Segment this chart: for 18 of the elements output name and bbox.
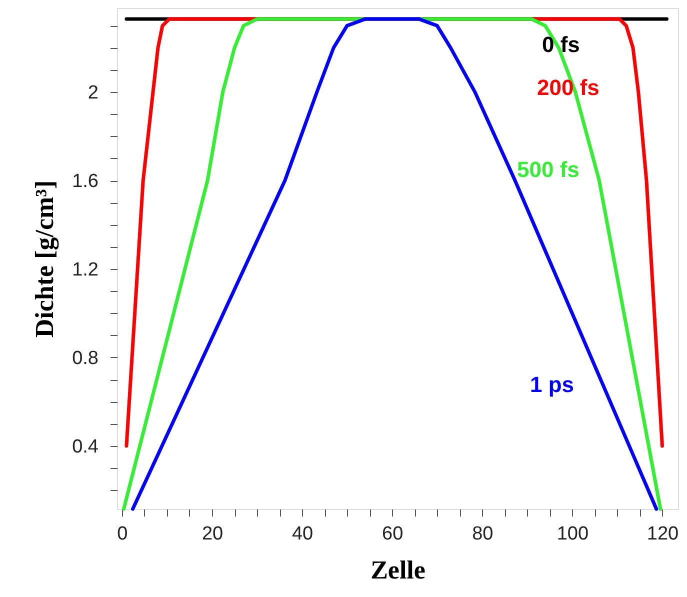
x-tick-label: 60 (382, 524, 404, 544)
series-label: 200 fs (537, 75, 600, 100)
x-tick-label: 100 (556, 524, 589, 544)
y-tick-label: 1.6 (72, 171, 98, 192)
y-tick-label: 1.2 (72, 260, 98, 281)
y-tick-label: 0.8 (72, 348, 98, 369)
y-axis-title: Dichte [g/cm³] (30, 180, 60, 338)
series-label: 500 fs (517, 157, 580, 182)
x-tick-label: 20 (202, 524, 224, 544)
y-tick-label: 0.4 (72, 436, 99, 458)
x-tick-label: 0 (117, 524, 128, 544)
x-tick-label: 80 (472, 524, 494, 544)
series-label: 1 ps (530, 372, 574, 397)
x-tick-label: 120 (646, 524, 679, 544)
y-tick-label: 2 (88, 82, 98, 104)
x-tick-label: 40 (292, 524, 314, 544)
series-label: 0 fs (542, 32, 580, 57)
x-axis-title: Zelle (370, 556, 426, 584)
